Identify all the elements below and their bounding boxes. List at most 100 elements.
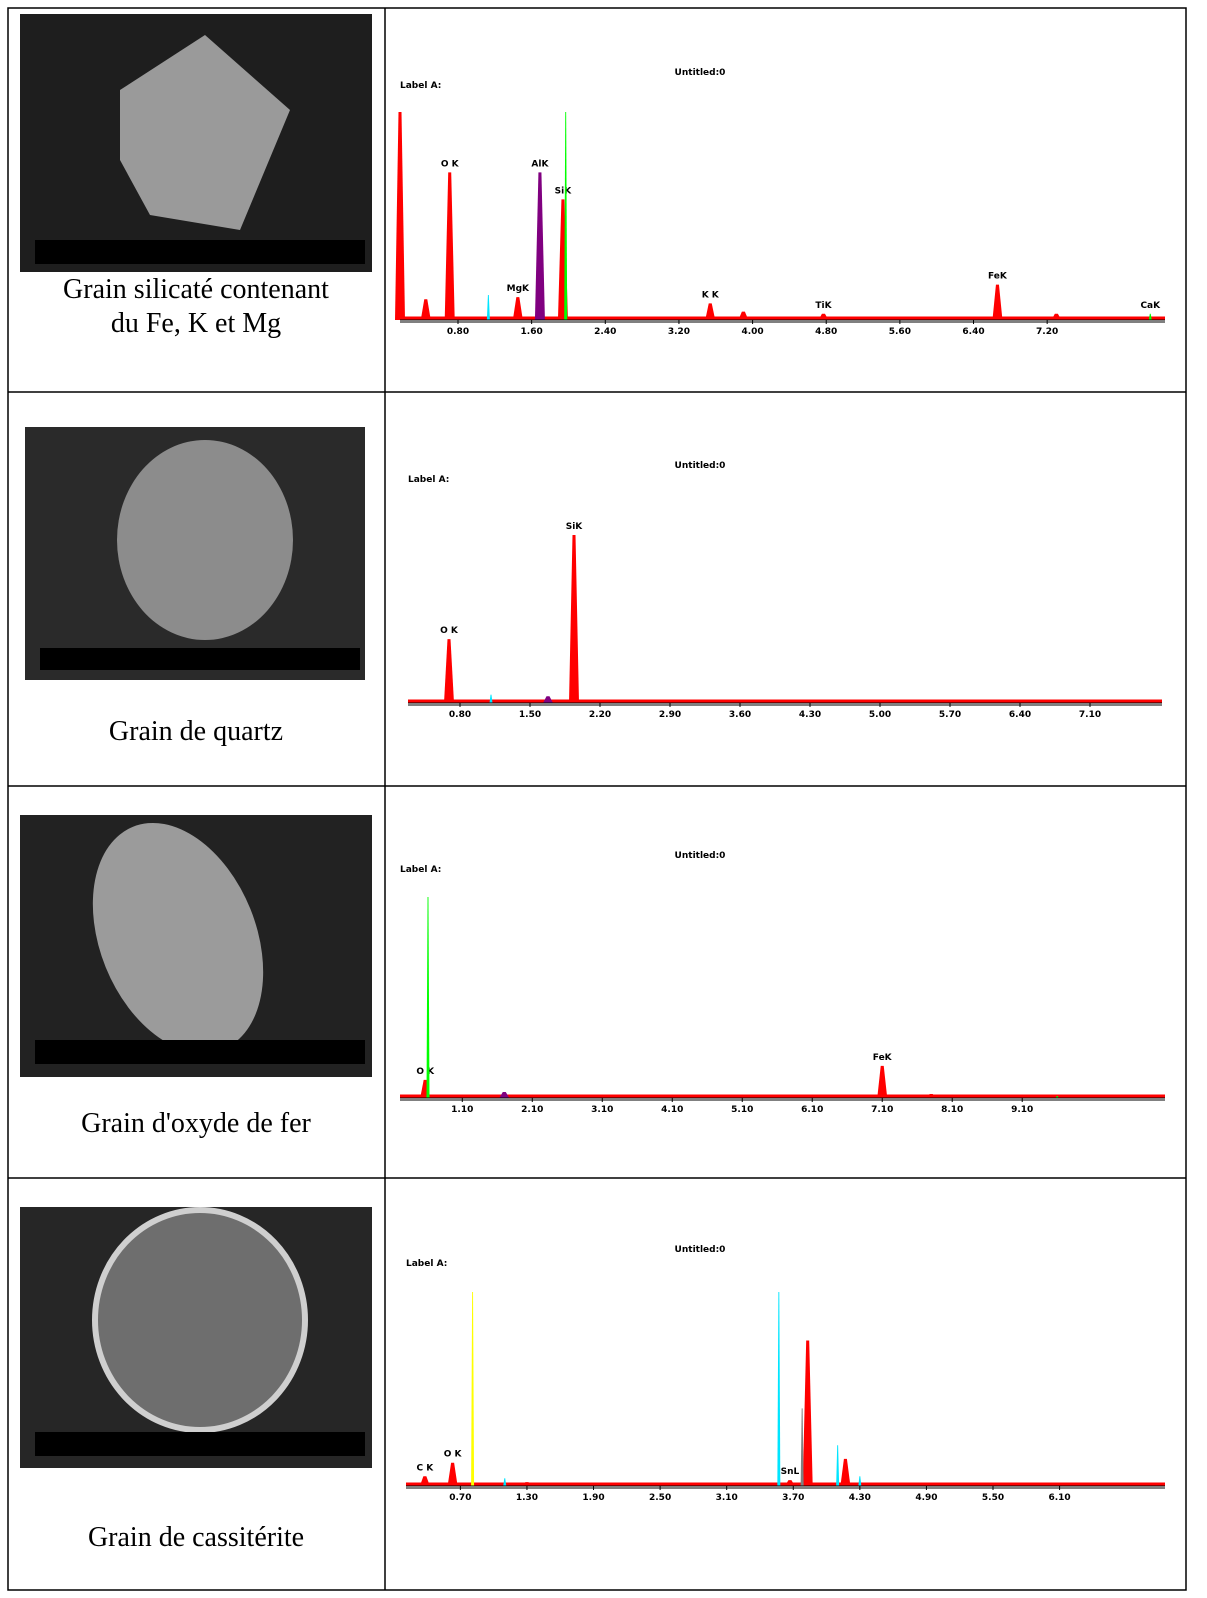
x-tick-label: 1.60 <box>521 327 543 337</box>
peak-label: C K <box>417 1463 435 1473</box>
peak <box>569 535 579 703</box>
peak-label: O K <box>440 626 459 636</box>
x-tick-label: 8.10 <box>941 1105 963 1115</box>
peak <box>420 299 431 320</box>
peak <box>784 1480 795 1486</box>
x-tick-label: 5.50 <box>982 1493 1004 1503</box>
peak <box>444 172 455 320</box>
peak <box>471 1292 475 1486</box>
chart-title: Untitled:0 <box>675 851 726 861</box>
peak <box>419 1476 430 1486</box>
x-tick-label: 7.20 <box>1036 327 1058 337</box>
x-tick-label: 6.40 <box>962 327 984 337</box>
x-tick-label: 5.10 <box>731 1105 753 1115</box>
peak <box>521 1482 532 1486</box>
peak <box>802 1340 813 1486</box>
caption: Grain d'oxyde de fer <box>81 1108 311 1139</box>
peak-label: K K <box>702 290 720 300</box>
peak-label: SiK <box>566 522 584 532</box>
peak <box>738 311 749 320</box>
peak <box>489 694 493 703</box>
x-tick-label: 1.30 <box>516 1493 538 1503</box>
x-tick-label: 4.80 <box>815 327 837 337</box>
peak <box>1051 313 1062 320</box>
x-tick-label: 2.10 <box>521 1105 543 1115</box>
chart-title: Untitled:0 <box>675 461 726 471</box>
peak <box>992 284 1003 320</box>
peak <box>926 1093 937 1098</box>
peak <box>426 897 430 1098</box>
x-tick-label: 5.60 <box>889 327 911 337</box>
peak <box>534 172 545 320</box>
peak-label: CaK <box>1140 301 1161 311</box>
x-tick-label: 6.40 <box>1009 710 1031 720</box>
peak <box>836 1445 840 1486</box>
peak <box>486 295 490 320</box>
chart-label: Label A: <box>400 81 441 91</box>
x-tick-label: 3.10 <box>716 1493 738 1503</box>
sem-images <box>20 14 372 1468</box>
peak-label: FeK <box>873 1053 893 1063</box>
x-tick-label: 4.30 <box>799 710 821 720</box>
x-tick-label: 3.20 <box>668 327 690 337</box>
peak-label: O K <box>444 1450 463 1460</box>
peak-label: O K <box>416 1067 435 1077</box>
caption: du Fe, K et Mg <box>111 308 281 339</box>
peak-label: SiK <box>555 186 573 196</box>
x-tick-label: 7.10 <box>1079 710 1101 720</box>
caption: Grain de cassitérite <box>88 1522 304 1553</box>
peak <box>499 1091 510 1098</box>
x-tick-label: 0.70 <box>449 1493 471 1503</box>
peak <box>543 696 553 703</box>
peak-label: TiK <box>815 301 832 311</box>
x-tick-label: 3.10 <box>591 1105 613 1115</box>
caption: Grain silicaté contenant <box>63 274 329 305</box>
peak-label: MgK <box>507 284 530 294</box>
peak-label: AlK <box>531 159 549 169</box>
x-tick-label: 2.90 <box>659 710 681 720</box>
peak <box>877 1065 888 1098</box>
x-tick-label: 1.90 <box>582 1493 604 1503</box>
peak <box>1055 1095 1059 1098</box>
peak <box>777 1292 781 1486</box>
peak-label: O K <box>441 159 460 169</box>
x-tick-label: 5.00 <box>869 710 891 720</box>
chart-title: Untitled:0 <box>675 68 726 78</box>
x-tick-label: 0.80 <box>447 327 469 337</box>
peak <box>858 1476 862 1486</box>
x-tick-label: 0.80 <box>449 710 471 720</box>
caption: Grain de quartz <box>109 716 283 747</box>
peak <box>818 313 829 320</box>
x-tick-label: 4.90 <box>915 1493 937 1503</box>
peak <box>1148 313 1152 320</box>
x-tick-label: 6.10 <box>801 1105 823 1115</box>
chart-label: Label A: <box>400 865 441 875</box>
peak <box>503 1478 507 1486</box>
x-tick-label: 4.30 <box>849 1493 871 1503</box>
peak <box>564 112 568 320</box>
peak <box>395 112 405 320</box>
peak-label: SnL <box>781 1467 800 1477</box>
chart-label: Label A: <box>406 1259 447 1269</box>
x-tick-label: 7.10 <box>871 1105 893 1115</box>
peak-label: FeK <box>988 272 1008 282</box>
peak <box>800 1408 804 1486</box>
peak <box>840 1458 851 1486</box>
peak <box>512 297 523 320</box>
x-tick-label: 2.40 <box>594 327 616 337</box>
x-tick-label: 1.50 <box>519 710 541 720</box>
table-borders <box>7 7 1187 1591</box>
x-tick-label: 2.50 <box>649 1493 671 1503</box>
x-tick-label: 4.10 <box>661 1105 683 1115</box>
x-tick-label: 4.00 <box>741 327 763 337</box>
chart-label: Label A: <box>408 475 449 485</box>
x-tick-label: 3.60 <box>729 710 751 720</box>
x-tick-label: 2.20 <box>589 710 611 720</box>
x-tick-label: 9.10 <box>1011 1105 1033 1115</box>
x-tick-label: 3.70 <box>782 1493 804 1503</box>
peak <box>705 303 716 320</box>
x-tick-label: 6.10 <box>1048 1493 1070 1503</box>
x-tick-label: 1.10 <box>451 1105 473 1115</box>
peak <box>444 639 454 703</box>
